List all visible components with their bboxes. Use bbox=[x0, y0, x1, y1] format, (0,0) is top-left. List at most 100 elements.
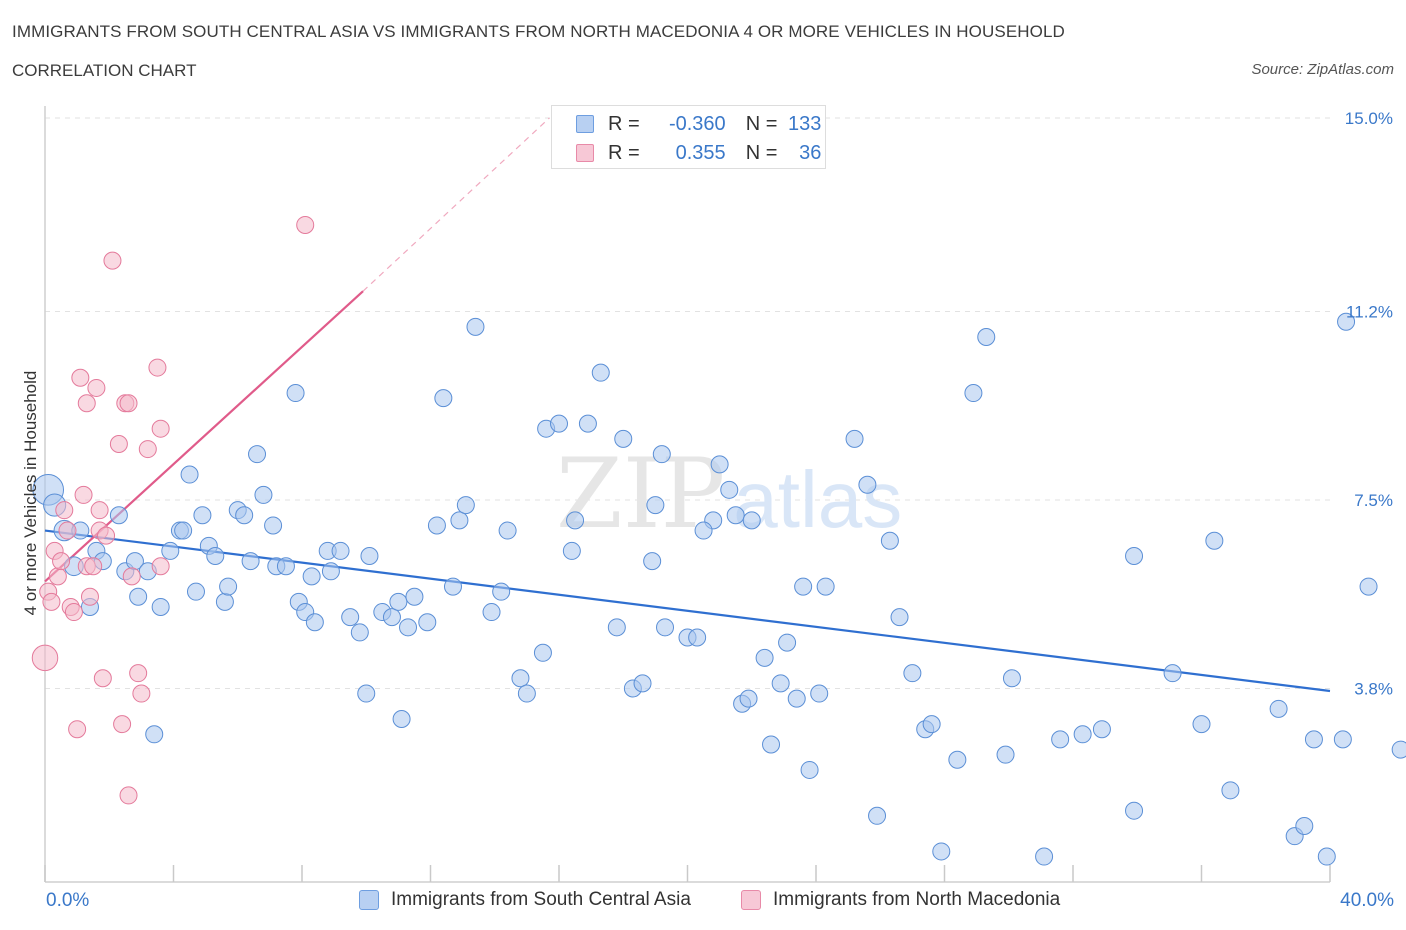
point-south-central-asia bbox=[235, 506, 254, 525]
point-south-central-asia bbox=[1092, 720, 1111, 739]
point-south-central-asia bbox=[643, 552, 662, 571]
point-south-central-asia bbox=[1221, 781, 1240, 800]
point-south-central-asia bbox=[492, 582, 511, 601]
point-south-central-asia bbox=[810, 684, 829, 703]
point-south-central-asia bbox=[977, 328, 996, 347]
point-south-central-asia bbox=[890, 608, 909, 627]
point-south-central-asia bbox=[331, 541, 350, 560]
point-south-central-asia bbox=[1002, 669, 1021, 688]
point-south-central-asia bbox=[145, 725, 164, 744]
point-south-central-asia bbox=[206, 547, 225, 566]
point-south-central-asia bbox=[434, 389, 453, 408]
point-south-central-asia bbox=[787, 689, 806, 708]
legend-swatch-blue bbox=[576, 115, 594, 133]
point-south-central-asia bbox=[215, 592, 234, 611]
legend-r-value: 0.355 bbox=[675, 141, 726, 164]
point-north-macedonia bbox=[109, 434, 128, 453]
point-south-central-asia bbox=[341, 608, 360, 627]
series-swatch-pink bbox=[741, 890, 761, 910]
y-tick-label: 7.5% bbox=[1354, 491, 1393, 510]
point-south-central-asia bbox=[219, 577, 238, 596]
point-south-central-asia bbox=[948, 750, 967, 769]
trend-line-1 bbox=[44, 290, 364, 583]
chart-subtitle: CORRELATION CHART bbox=[12, 61, 197, 80]
trend-line-0 bbox=[44, 529, 1331, 693]
point-north-macedonia bbox=[296, 215, 315, 234]
point-south-central-asia bbox=[1359, 577, 1378, 596]
point-south-central-asia bbox=[399, 618, 418, 637]
point-north-macedonia bbox=[103, 251, 122, 270]
point-south-central-asia bbox=[1337, 312, 1356, 331]
point-south-central-asia bbox=[656, 618, 675, 637]
point-south-central-asia bbox=[762, 735, 781, 754]
point-south-central-asia bbox=[286, 384, 305, 403]
point-south-central-asia bbox=[566, 511, 585, 530]
tick-labels: 3.8% 7.5% 11.2% 15.0% bbox=[1345, 109, 1393, 698]
point-north-macedonia bbox=[68, 720, 87, 739]
source-label: Source: ZipAtlas.com bbox=[1251, 61, 1394, 78]
point-south-central-asia bbox=[1304, 730, 1323, 749]
series-legend-label: Immigrants from North Macedonia bbox=[773, 889, 1061, 910]
point-south-central-asia bbox=[174, 521, 193, 540]
correlation-legend: R = -0.360 N = 133 R = 0.355 N = 36 bbox=[551, 105, 826, 169]
point-north-macedonia bbox=[151, 557, 170, 576]
point-south-central-asia bbox=[1125, 547, 1144, 566]
point-south-central-asia bbox=[533, 643, 552, 662]
point-south-central-asia bbox=[720, 480, 739, 499]
point-south-central-asia bbox=[800, 760, 819, 779]
point-south-central-asia bbox=[1205, 531, 1224, 550]
point-south-central-asia bbox=[964, 384, 983, 403]
point-south-central-asia bbox=[109, 506, 128, 525]
point-north-macedonia bbox=[93, 669, 112, 688]
series-legend-item-north-macedonia[interactable]: Immigrants from North Macedonia bbox=[741, 889, 1060, 911]
point-south-central-asia bbox=[591, 363, 610, 382]
point-south-central-asia bbox=[794, 577, 813, 596]
point-south-central-asia bbox=[498, 521, 517, 540]
legend-n-value: 36 bbox=[799, 141, 822, 164]
point-south-central-asia bbox=[816, 577, 835, 596]
point-south-central-asia bbox=[427, 516, 446, 535]
point-south-central-asia bbox=[633, 674, 652, 693]
point-south-central-asia bbox=[151, 597, 170, 616]
point-north-macedonia bbox=[64, 603, 83, 622]
point-north-macedonia bbox=[97, 526, 116, 545]
point-south-central-asia bbox=[382, 608, 401, 627]
point-south-central-asia bbox=[694, 521, 713, 540]
point-south-central-asia bbox=[755, 648, 774, 667]
point-south-central-asia bbox=[742, 511, 761, 530]
point-north-macedonia bbox=[55, 501, 74, 520]
point-north-macedonia bbox=[122, 567, 141, 586]
point-south-central-asia bbox=[1333, 730, 1352, 749]
point-south-central-asia bbox=[129, 587, 148, 606]
point-south-central-asia bbox=[739, 689, 758, 708]
trend-lines bbox=[44, 117, 1331, 693]
point-south-central-asia bbox=[1295, 816, 1314, 835]
point-south-central-asia bbox=[389, 592, 408, 611]
point-south-central-asia bbox=[511, 669, 530, 688]
y-tick-label: 3.8% bbox=[1354, 679, 1393, 698]
point-south-central-asia bbox=[1391, 740, 1406, 759]
series-legend-item-south-central-asia[interactable]: Immigrants from South Central Asia bbox=[359, 889, 691, 911]
point-south-central-asia bbox=[688, 628, 707, 647]
point-south-central-asia bbox=[392, 710, 411, 729]
series-legend-label: Immigrants from South Central Asia bbox=[391, 889, 691, 910]
trend-extension bbox=[362, 117, 550, 292]
point-north-macedonia bbox=[138, 440, 157, 459]
point-north-macedonia bbox=[119, 786, 138, 805]
point-south-central-asia bbox=[845, 429, 864, 448]
point-south-central-asia bbox=[450, 511, 469, 530]
point-north-macedonia bbox=[52, 552, 71, 571]
chart-title: IMMIGRANTS FROM SOUTH CENTRAL ASIA VS IM… bbox=[12, 22, 1065, 41]
y-axis-label: 4 or more Vehicles in Household bbox=[21, 371, 40, 616]
point-north-macedonia bbox=[87, 378, 106, 397]
point-south-central-asia bbox=[466, 317, 485, 336]
watermark-atlas: atlas bbox=[733, 455, 902, 544]
point-south-central-asia bbox=[652, 445, 671, 464]
point-south-central-asia bbox=[264, 516, 283, 535]
point-south-central-asia bbox=[357, 684, 376, 703]
point-south-central-asia bbox=[186, 582, 205, 601]
point-north-macedonia bbox=[58, 521, 77, 540]
point-north-macedonia bbox=[74, 485, 93, 504]
legend-n-value: 133 bbox=[788, 112, 822, 135]
